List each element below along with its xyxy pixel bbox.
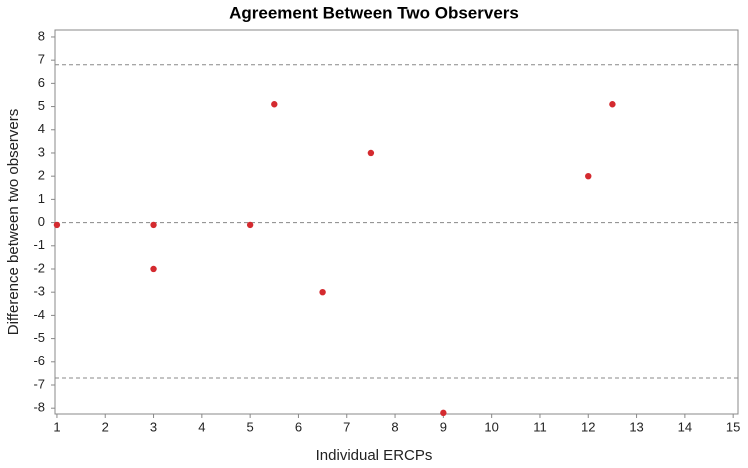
y-axis-label: Difference between two observers xyxy=(5,109,22,336)
x-tick-label: 5 xyxy=(247,419,254,434)
y-tick-label: 4 xyxy=(38,121,45,136)
y-tick-label: 7 xyxy=(38,52,45,67)
point xyxy=(585,172,592,180)
y-tick-label: -4 xyxy=(33,307,45,322)
point xyxy=(246,221,254,229)
y-tick-label: -6 xyxy=(33,353,45,368)
x-tick-label: 2 xyxy=(102,419,109,434)
point xyxy=(271,101,278,108)
x-tick-label: 12 xyxy=(581,419,595,434)
chart-title: Agreement Between Two Observers xyxy=(229,3,519,22)
y-tick-label: -1 xyxy=(33,237,45,252)
y-tick-label: 2 xyxy=(38,168,45,183)
x-tick-label: 6 xyxy=(295,419,302,434)
point xyxy=(53,221,61,229)
point xyxy=(319,288,326,296)
x-tick-label: 10 xyxy=(484,419,498,434)
y-tick-label: -3 xyxy=(33,284,45,299)
x-tick-label: 11 xyxy=(533,419,547,434)
y-tick-label: -8 xyxy=(33,400,45,415)
x-tick-label: 13 xyxy=(629,419,643,434)
y-tick-label: -5 xyxy=(33,330,45,345)
point xyxy=(150,221,157,229)
y-tick-label: 3 xyxy=(38,144,45,159)
y-tick-label: -2 xyxy=(33,260,45,275)
plot-frame xyxy=(54,29,739,415)
point xyxy=(440,409,447,417)
x-axis-label: Individual ERCPs xyxy=(316,447,433,464)
point xyxy=(150,265,157,273)
x-tick-label: 4 xyxy=(198,419,205,434)
x-tick-label: 3 xyxy=(150,419,157,434)
point xyxy=(367,149,375,157)
y-tick-label: -7 xyxy=(33,376,45,391)
y-tick-label: 6 xyxy=(38,75,45,90)
x-tick-label: 8 xyxy=(391,419,398,434)
x-tick-label: 15 xyxy=(726,419,740,434)
x-tick-label: 1 xyxy=(53,419,60,434)
y-tick-label: 0 xyxy=(38,214,45,229)
y-tick-label: 8 xyxy=(38,28,45,43)
point xyxy=(609,101,616,108)
y-tick-label: 5 xyxy=(38,98,45,113)
x-tick-label: 7 xyxy=(343,419,350,434)
x-tick-label: 9 xyxy=(440,419,447,434)
y-tick-label: 1 xyxy=(38,191,45,206)
x-tick-label: 14 xyxy=(678,419,692,434)
